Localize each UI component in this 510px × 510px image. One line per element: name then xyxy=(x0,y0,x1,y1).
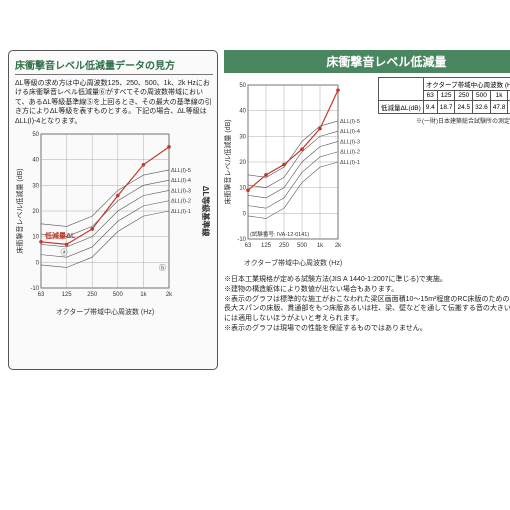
svg-text:ⓑ: ⓑ xyxy=(159,264,166,272)
svg-text:ΔLL(I)-1: ΔLL(I)-1 xyxy=(340,160,360,166)
table-cell: 47.8 xyxy=(490,101,508,114)
svg-text:10: 10 xyxy=(32,235,39,241)
svg-text:250: 250 xyxy=(279,243,290,249)
svg-text:ΔLL(I)-3: ΔLL(I)-3 xyxy=(171,189,191,195)
svg-text:1k: 1k xyxy=(317,243,324,249)
right-chart: -1001020304050631252505001k2kΔLL(I)-5ΔLL… xyxy=(224,77,374,267)
table-note: ※(一財)日本建築総合試験所の測定 IVA-17-0112 xyxy=(416,116,510,125)
table-col: 250 xyxy=(455,91,473,101)
svg-text:床衝撃音レベル低減量 (dB): 床衝撃音レベル低減量 (dB) xyxy=(15,169,24,254)
svg-text:ΔLL(I)-2: ΔLL(I)-2 xyxy=(340,150,360,156)
svg-text:125: 125 xyxy=(261,243,272,249)
svg-text:40: 40 xyxy=(32,158,39,164)
right-column: 床衝撃音レベル低減量 -1001020304050631252505001k2k… xyxy=(224,50,510,502)
svg-text:0: 0 xyxy=(36,261,40,267)
svg-text:ΔLL(I)-3: ΔLL(I)-3 xyxy=(340,139,360,145)
table-col: 1k xyxy=(490,91,508,101)
svg-text:30: 30 xyxy=(239,134,246,140)
svg-text:ΔL等級基準線: ΔL等級基準線 xyxy=(201,186,211,237)
svg-text:1k: 1k xyxy=(140,292,147,298)
svg-text:10: 10 xyxy=(239,186,246,192)
left-title: 床衝撃音レベル低減量データの見方 xyxy=(15,57,213,75)
left-explain-box: 床衝撃音レベル低減量データの見方 ΔL等級の求め方は中心周波数125、250、5… xyxy=(8,50,218,370)
svg-text:ⓐ: ⓐ xyxy=(61,249,68,257)
svg-text:低減量ΔL: 低減量ΔL xyxy=(44,231,76,240)
table-col: 63 xyxy=(423,91,437,101)
table-col: 500 xyxy=(473,91,491,101)
notes: ※日本工業規格が定める試験方法(JIS A 1440-1:2007に準じる)で実… xyxy=(224,275,510,334)
svg-text:オクターブ帯域中心周波数 (Hz): オクターブ帯域中心周波数 (Hz) xyxy=(56,307,154,316)
table-rowlabel: 低減量ΔL(dB) xyxy=(379,101,424,114)
svg-text:オクターブ帯域中心周波数 (Hz): オクターブ帯域中心周波数 (Hz) xyxy=(244,258,342,267)
svg-text:500: 500 xyxy=(113,292,124,298)
data-table: オクターブ帯域中心周波数 (Hz) ΔL等級 631252505001k2k 低… xyxy=(378,77,510,114)
svg-text:ΔLL(I)-4: ΔLL(I)-4 xyxy=(340,129,360,135)
note-line: ※表示のグラフは標準的な施工がおこなわれた梁区画面積10〜15m²程度のRC床版… xyxy=(224,295,510,324)
svg-text:2k: 2k xyxy=(166,292,173,298)
table-cell: 24.5 xyxy=(455,101,473,114)
svg-text:床衝撃音レベル低減量 (dB): 床衝撃音レベル低減量 (dB) xyxy=(224,119,232,204)
svg-text:ΔLL(I)-2: ΔLL(I)-2 xyxy=(171,199,191,205)
svg-text:500: 500 xyxy=(297,243,308,249)
svg-text:2k: 2k xyxy=(335,243,342,249)
svg-text:ΔLL(I)-4: ΔLL(I)-4 xyxy=(171,178,191,184)
note-line: ※表示のグラフは現場での性能を保証するものではありません。 xyxy=(224,324,510,334)
left-desc: ΔL等級の求め方は中心周波数125、250、500、1k、2k Hzにおける床衝… xyxy=(15,79,213,126)
svg-text:40: 40 xyxy=(239,109,246,115)
svg-text:250: 250 xyxy=(87,292,98,298)
table-col: 125 xyxy=(437,91,455,101)
svg-text:(試験番号: IVA-12-0141): (試験番号: IVA-12-0141) xyxy=(250,230,309,238)
svg-text:30: 30 xyxy=(32,184,39,190)
svg-text:125: 125 xyxy=(62,292,73,298)
left-chart: -1001020304050631252505001k2kΔLL(I)-5ΔLL… xyxy=(15,126,213,316)
svg-text:ΔLL(I)-5: ΔLL(I)-5 xyxy=(340,119,360,125)
data-table-wrap: オクターブ帯域中心周波数 (Hz) ΔL等級 631252505001k2k 低… xyxy=(378,77,510,125)
svg-text:20: 20 xyxy=(32,209,39,215)
svg-text:20: 20 xyxy=(239,160,246,166)
right-title: 床衝撃音レベル低減量 xyxy=(224,50,510,73)
table-cell: 32.6 xyxy=(473,101,491,114)
table-cell: 9.4 xyxy=(423,101,437,114)
table-header-top: オクターブ帯域中心周波数 (Hz) xyxy=(423,78,510,91)
svg-text:63: 63 xyxy=(245,243,252,249)
svg-text:ΔLL(I)-1: ΔLL(I)-1 xyxy=(171,209,191,215)
svg-text:50: 50 xyxy=(32,132,39,138)
note-line: ※建物の構造躯体により数値が出ない場合もあります。 xyxy=(224,285,510,295)
note-line: ※日本工業規格が定める試験方法(JIS A 1440-1:2007に準じる)で実… xyxy=(224,275,510,285)
svg-text:63: 63 xyxy=(38,292,45,298)
svg-text:50: 50 xyxy=(239,83,246,89)
svg-text:ΔLL(I)-5: ΔLL(I)-5 xyxy=(171,168,191,174)
svg-text:0: 0 xyxy=(243,211,247,217)
table-cell: 18.7 xyxy=(437,101,455,114)
